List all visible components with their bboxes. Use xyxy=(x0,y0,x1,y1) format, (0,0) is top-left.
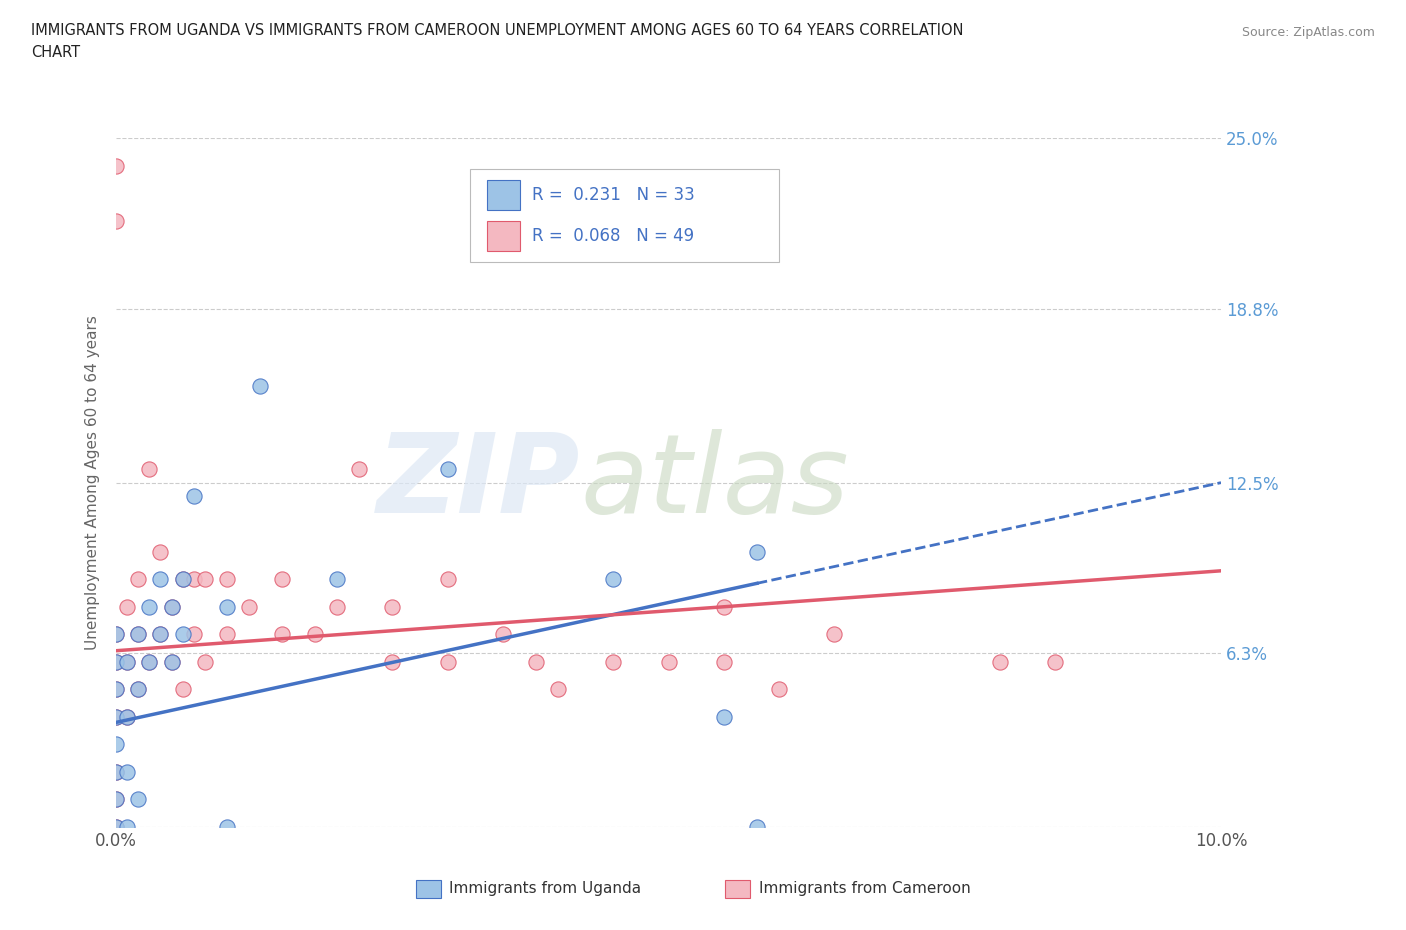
Point xyxy=(713,599,735,614)
Point xyxy=(149,544,172,559)
Point xyxy=(304,627,326,642)
Point xyxy=(172,627,194,642)
Point xyxy=(138,655,160,670)
Point xyxy=(381,599,404,614)
Point xyxy=(183,572,205,587)
Point xyxy=(436,655,458,670)
Point xyxy=(117,819,139,834)
Point xyxy=(172,572,194,587)
Point xyxy=(105,158,128,173)
Point xyxy=(713,710,735,724)
Point xyxy=(436,572,458,587)
Point xyxy=(105,792,128,807)
Point xyxy=(183,627,205,642)
Point xyxy=(745,819,768,834)
Point xyxy=(823,627,845,642)
Point xyxy=(117,655,139,670)
Text: Immigrants from Cameroon: Immigrants from Cameroon xyxy=(759,882,970,897)
Point xyxy=(127,682,149,697)
Point xyxy=(160,599,183,614)
Point xyxy=(215,819,238,834)
Point xyxy=(127,627,149,642)
Point xyxy=(138,655,160,670)
Point xyxy=(105,764,128,779)
Y-axis label: Unemployment Among Ages 60 to 64 years: Unemployment Among Ages 60 to 64 years xyxy=(86,315,100,650)
Point xyxy=(713,655,735,670)
Text: R =  0.068   N = 49: R = 0.068 N = 49 xyxy=(531,227,693,246)
Point xyxy=(127,682,149,697)
Point xyxy=(138,461,160,476)
Point xyxy=(117,710,139,724)
Point xyxy=(160,655,183,670)
Point xyxy=(105,655,128,670)
Point xyxy=(326,599,349,614)
Point xyxy=(602,572,624,587)
Point xyxy=(105,214,128,229)
Point xyxy=(381,655,404,670)
Point xyxy=(172,682,194,697)
Point xyxy=(117,655,139,670)
Point xyxy=(105,710,128,724)
Point xyxy=(105,792,128,807)
Point xyxy=(105,627,128,642)
Point xyxy=(988,655,1011,670)
Point xyxy=(105,819,128,834)
Point xyxy=(215,599,238,614)
Point xyxy=(194,655,217,670)
Point xyxy=(105,627,128,642)
Point xyxy=(105,655,128,670)
Point xyxy=(172,572,194,587)
Point xyxy=(547,682,569,697)
Point xyxy=(105,710,128,724)
Point xyxy=(326,572,349,587)
Point xyxy=(492,627,515,642)
Point xyxy=(117,599,139,614)
Text: atlas: atlas xyxy=(581,429,849,536)
Point xyxy=(768,682,790,697)
Point xyxy=(105,819,128,834)
Point xyxy=(160,599,183,614)
Text: Immigrants from Uganda: Immigrants from Uganda xyxy=(450,882,641,897)
Point xyxy=(105,682,128,697)
Point xyxy=(149,627,172,642)
Point xyxy=(138,599,160,614)
Text: IMMIGRANTS FROM UGANDA VS IMMIGRANTS FROM CAMEROON UNEMPLOYMENT AMONG AGES 60 TO: IMMIGRANTS FROM UGANDA VS IMMIGRANTS FRO… xyxy=(31,23,963,60)
Point xyxy=(524,655,547,670)
Point xyxy=(215,572,238,587)
Point xyxy=(745,544,768,559)
Point xyxy=(127,627,149,642)
Point xyxy=(249,379,271,393)
Point xyxy=(117,764,139,779)
Point xyxy=(105,682,128,697)
Point xyxy=(127,572,149,587)
Point xyxy=(349,461,371,476)
Point xyxy=(117,710,139,724)
Point xyxy=(1045,655,1067,670)
Text: Source: ZipAtlas.com: Source: ZipAtlas.com xyxy=(1241,26,1375,39)
Point xyxy=(149,627,172,642)
Point xyxy=(105,737,128,751)
Point xyxy=(149,572,172,587)
Point xyxy=(183,489,205,504)
Text: R =  0.231   N = 33: R = 0.231 N = 33 xyxy=(531,186,695,205)
Point xyxy=(215,627,238,642)
Point xyxy=(602,655,624,670)
Point xyxy=(160,655,183,670)
Point xyxy=(271,627,294,642)
Point xyxy=(105,764,128,779)
Point xyxy=(271,572,294,587)
Point xyxy=(194,572,217,587)
Point xyxy=(238,599,260,614)
Point xyxy=(127,792,149,807)
Text: ZIP: ZIP xyxy=(377,429,581,536)
Point xyxy=(658,655,681,670)
Point xyxy=(436,461,458,476)
